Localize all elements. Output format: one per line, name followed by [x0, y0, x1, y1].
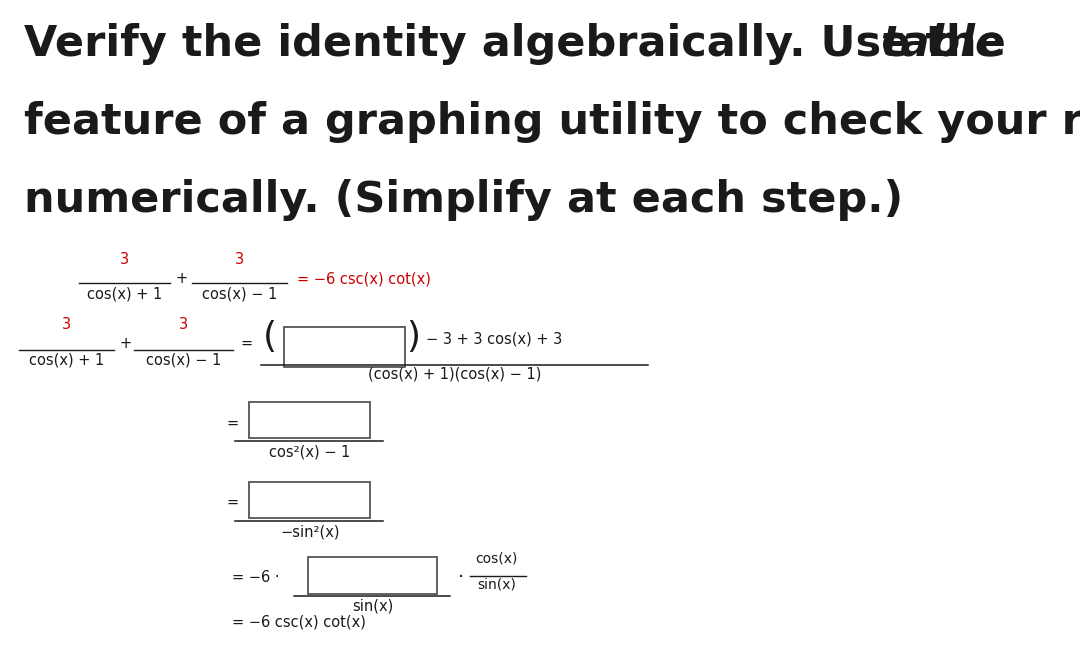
Text: cos(x) + 1: cos(x) + 1: [29, 353, 105, 368]
Text: cos(x) − 1: cos(x) − 1: [146, 353, 221, 368]
Text: = −6 csc(x) cot(x): = −6 csc(x) cot(x): [232, 615, 366, 630]
Text: =: =: [226, 415, 239, 431]
Text: = −6 ·: = −6 ·: [232, 570, 280, 585]
Text: − 3 + 3 cos(x) + 3: − 3 + 3 cos(x) + 3: [426, 331, 562, 346]
Text: = −6 csc(x) cot(x): = −6 csc(x) cot(x): [297, 271, 431, 286]
Text: +: +: [119, 336, 132, 352]
Text: 3: 3: [235, 252, 244, 267]
Text: 3: 3: [120, 252, 129, 267]
Text: feature of a graphing utility to check your result: feature of a graphing utility to check y…: [24, 101, 1080, 143]
Bar: [284, 327, 405, 367]
Text: −sin²(x): −sin²(x): [280, 524, 340, 539]
Bar: [249, 482, 370, 518]
Text: =: =: [240, 336, 253, 352]
Text: (: (: [262, 320, 278, 354]
Text: numerically. (Simplify at each step.): numerically. (Simplify at each step.): [24, 179, 903, 221]
Text: (cos(x) + 1)(cos(x) − 1): (cos(x) + 1)(cos(x) − 1): [368, 367, 541, 381]
Text: sin(x): sin(x): [477, 577, 516, 592]
Text: cos(x) − 1: cos(x) − 1: [202, 286, 278, 301]
Text: cos(x): cos(x): [475, 551, 518, 566]
Text: ): ): [407, 320, 420, 354]
Bar: [308, 557, 437, 594]
Text: cos(x) + 1: cos(x) + 1: [86, 286, 162, 301]
Text: ·: ·: [458, 568, 464, 587]
Text: sin(x): sin(x): [352, 599, 393, 614]
Text: table: table: [880, 23, 1004, 65]
Text: 3: 3: [63, 317, 71, 332]
Text: cos²(x) − 1: cos²(x) − 1: [269, 445, 351, 460]
Text: Verify the identity algebraically. Use the: Verify the identity algebraically. Use t…: [24, 23, 1021, 65]
Bar: [249, 402, 370, 438]
Text: =: =: [226, 495, 239, 510]
Text: 3: 3: [179, 317, 188, 332]
Text: +: +: [175, 271, 188, 286]
